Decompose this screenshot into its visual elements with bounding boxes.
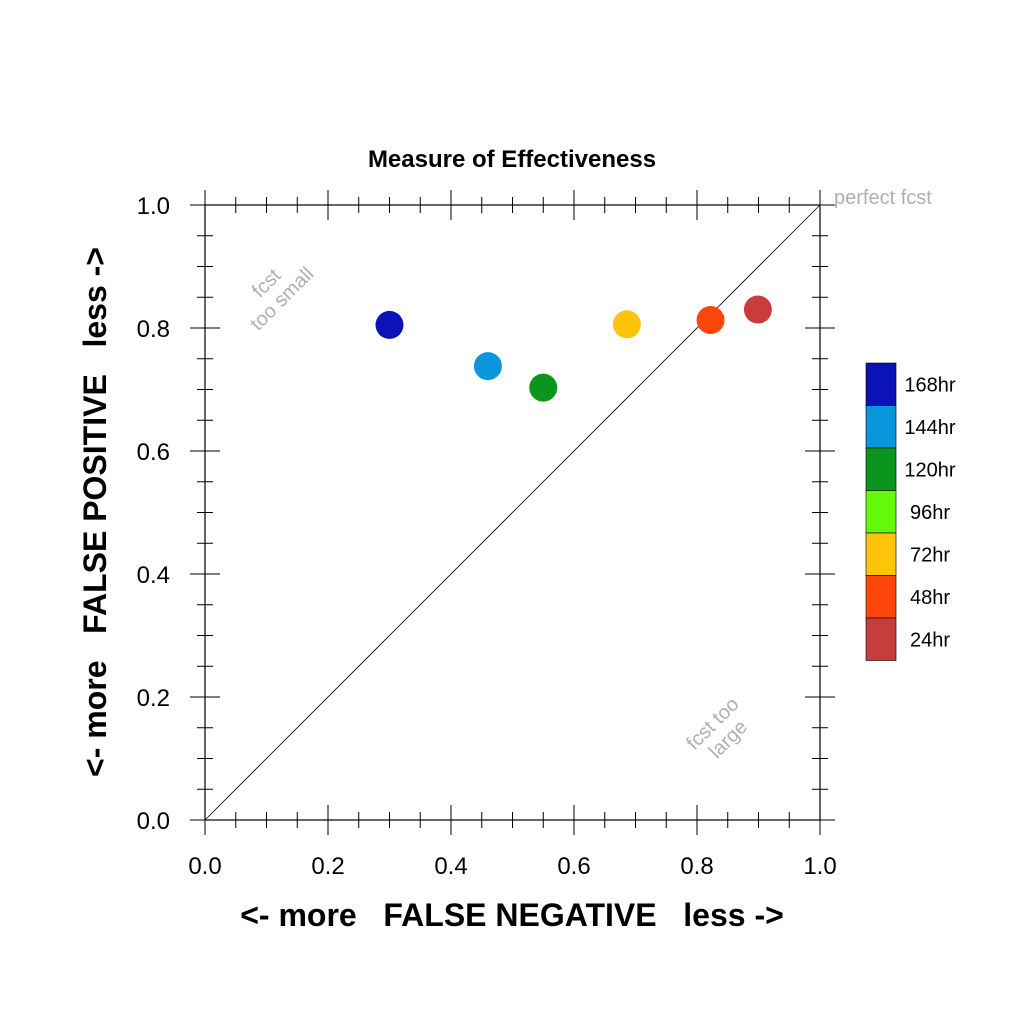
legend-label-72hr: 72hr <box>910 544 950 566</box>
annotation-too-large: fcst too large <box>682 693 752 763</box>
annotation-too-small-line2: too small <box>246 263 318 335</box>
legend-swatch-48hr <box>865 575 897 619</box>
x-tick-label: 0.4 <box>434 853 467 880</box>
x-tick-label: 0.0 <box>188 853 221 880</box>
legend-label-120hr: 120hr <box>904 459 955 481</box>
legend-swatch-24hr <box>865 617 897 661</box>
data-point-72hr <box>612 310 641 339</box>
x-tick-label: 0.8 <box>680 853 713 880</box>
tick-labels-layer: 0.0 0.2 0.4 0.6 0.8 1.0 0.0 0.2 0.4 0.6 0.8 1.0 <box>137 193 837 880</box>
data-point-120hr <box>529 373 558 402</box>
y-tick-label: 0.0 <box>137 808 170 835</box>
legend: 168hr 144hr 120hr 96hr 72hr 48hr 24hr <box>865 362 956 661</box>
x-tick-label: 1.0 <box>803 853 836 880</box>
data-point-144hr <box>473 352 502 381</box>
perfect-forecast-diagonal <box>204 204 821 821</box>
legend-label-24hr: 24hr <box>910 629 950 651</box>
y-tick-label: 0.4 <box>137 562 170 589</box>
legend-swatch-144hr <box>865 405 897 449</box>
x-axis-label: <- more FALSE NEGATIVE less -> <box>240 897 784 933</box>
annotation-perfect-fcst: perfect fcst <box>834 187 932 209</box>
ticks-layer <box>190 190 835 835</box>
y-tick-label: 1.0 <box>137 193 170 220</box>
legend-label-144hr: 144hr <box>904 417 955 439</box>
data-point-24hr <box>743 295 772 324</box>
legend-swatch-120hr <box>865 447 897 491</box>
legend-swatch-72hr <box>865 532 897 576</box>
annotation-too-small: fcst too small <box>246 263 318 335</box>
legend-label-96hr: 96hr <box>910 502 950 524</box>
points-layer <box>375 295 772 402</box>
diagonal-layer <box>204 204 821 821</box>
y-tick-label: 0.6 <box>137 439 170 466</box>
legend-swatch-96hr <box>865 490 897 534</box>
data-point-48hr <box>696 306 725 335</box>
legend-swatch-168hr <box>865 362 897 406</box>
x-tick-label: 0.2 <box>311 853 344 880</box>
legend-label-48hr: 48hr <box>910 587 950 609</box>
x-tick-label: 0.6 <box>557 853 590 880</box>
chart-title: Measure of Effectiveness <box>368 146 656 173</box>
legend-label-168hr: 168hr <box>904 374 955 396</box>
data-point-168hr <box>375 310 404 339</box>
y-tick-label: 0.2 <box>137 685 170 712</box>
y-tick-label: 0.8 <box>137 316 170 343</box>
y-axis-label: <- more FALSE POSITIVE less -> <box>77 247 113 777</box>
